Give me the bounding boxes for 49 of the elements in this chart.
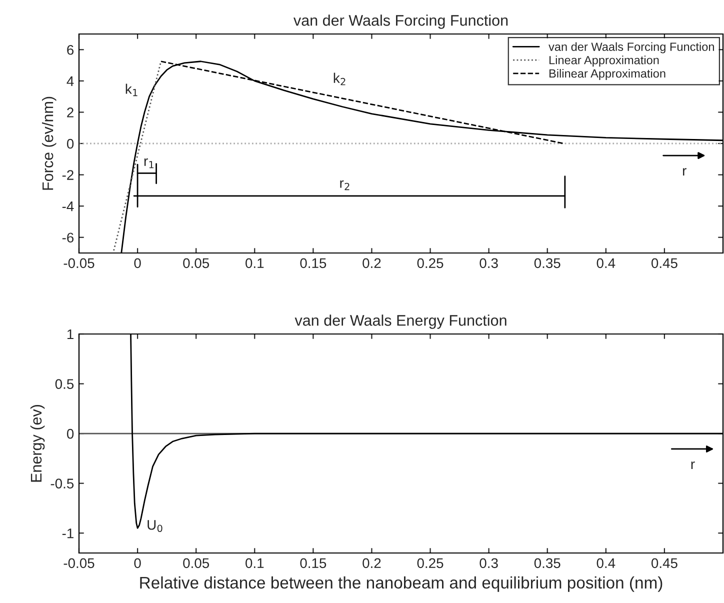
- x-tick-label: -0.05: [64, 558, 94, 568]
- y-axis-title: Energy (ev): [30, 404, 45, 482]
- x-tick-label: 0.35: [534, 558, 560, 568]
- annotation: k$_{1}$: [126, 84, 138, 96]
- x-tick-label: 0.3: [480, 558, 498, 568]
- y-axis-title: Force (ev/nm): [42, 96, 56, 190]
- y-tick-label: -6: [62, 232, 74, 243]
- y-tick-label: -4: [62, 202, 74, 212]
- x-tick-label: 0.1: [246, 558, 264, 568]
- annotation: r$_{2}$: [340, 180, 350, 190]
- chart-title: van der Waals Energy Function: [294, 314, 506, 329]
- x-tick-label: 0.2: [362, 558, 381, 568]
- y-tick-label: 4: [66, 76, 74, 86]
- annotation: r$_{1}$: [144, 158, 154, 168]
- y-tick-label: -0.5: [50, 478, 74, 488]
- x-tick-label: 0.2: [362, 258, 381, 268]
- annotation: r: [682, 168, 686, 176]
- annotation: r: [691, 462, 695, 469]
- y-tick-label: 1: [67, 329, 74, 340]
- y-tick-label: 2: [67, 108, 74, 118]
- x-tick-label: -0.05: [64, 258, 94, 268]
- legend-label: Bilinear Approximation: [549, 68, 666, 80]
- y-tick-label: 0: [66, 138, 74, 149]
- x-tick-label: 0: [134, 258, 141, 268]
- legend-label: van der Waals Forcing Function: [548, 42, 714, 54]
- y-tick-label: -2: [62, 170, 74, 180]
- legend-label: Linear Approximation: [549, 56, 659, 67]
- x-tick-label: 0.35: [534, 258, 560, 268]
- x-tick-label: 0.25: [417, 258, 444, 268]
- x-tick-label: 0.05: [183, 258, 210, 268]
- y-tick-label: 0: [66, 428, 74, 439]
- x-tick-label: 0.1: [246, 258, 264, 268]
- x-tick-label: 0.3: [480, 258, 498, 268]
- y-tick-label: -1: [62, 528, 74, 538]
- x-tick-label: 0: [134, 558, 141, 568]
- x-tick-label: 0.15: [300, 558, 326, 568]
- x-axis-title: Relative distance between the nanobeam and equilibrium position (nm): [140, 576, 662, 592]
- annotation: k$_{2}$: [334, 72, 346, 86]
- y-tick-label: 6: [67, 44, 74, 55]
- y-tick-label: 0.5: [55, 379, 74, 389]
- x-tick-label: 0.45: [651, 558, 678, 568]
- chart-title: van der Waals Forcing Function: [294, 14, 508, 29]
- x-tick-label: 0.4: [596, 258, 616, 268]
- x-tick-label: 0.15: [300, 258, 326, 268]
- x-tick-label: 0.05: [183, 558, 210, 568]
- x-tick-label: 0.25: [417, 558, 444, 568]
- x-tick-label: 0.45: [651, 258, 678, 268]
- annotation: U$_{0}$: [148, 520, 162, 532]
- x-tick-label: 0.4: [596, 558, 616, 568]
